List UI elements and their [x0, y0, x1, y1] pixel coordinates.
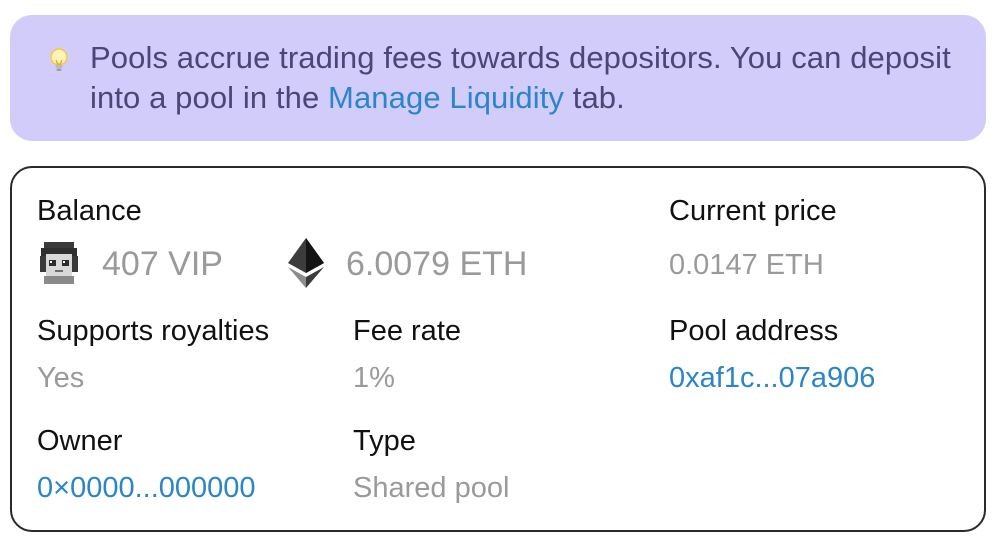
pixel-avatar-icon [40, 242, 78, 284]
type-value: Shared pool [353, 472, 510, 504]
current-price-value: 0.0147 ETH [669, 249, 824, 281]
balance-token-amount: 407 VIP [102, 245, 223, 283]
owner-address-link[interactable]: 0×0000...000000 [37, 472, 256, 504]
lightbulb-icon [50, 48, 68, 71]
manage-liquidity-link[interactable]: Manage Liquidity [328, 80, 565, 115]
pool-address-link[interactable]: 0xaf1c...07a906 [669, 362, 876, 394]
type-label: Type [353, 425, 416, 457]
pool-info-card: Balance 407 VIP 6.0079 ETH Current price… [10, 166, 986, 532]
info-banner-text-before: Pools accrue trading fees towards deposi… [90, 40, 951, 115]
current-price-label: Current price [669, 195, 837, 227]
info-banner-text-after: tab. [564, 80, 625, 115]
fee-rate-value: 1% [353, 362, 395, 394]
info-banner: Pools accrue trading fees towards deposi… [10, 15, 986, 141]
supports-royalties-value: Yes [37, 362, 85, 394]
owner-label: Owner [37, 425, 123, 457]
pool-address-label: Pool address [669, 315, 839, 347]
fee-rate-label: Fee rate [353, 315, 461, 347]
supports-royalties-label: Supports royalties [37, 315, 270, 347]
balance-eth-amount: 6.0079 ETH [346, 245, 528, 283]
ethereum-icon [288, 238, 324, 288]
balance-label: Balance [37, 195, 142, 227]
info-banner-text: Pools accrue trading fees towards deposi… [90, 38, 966, 118]
